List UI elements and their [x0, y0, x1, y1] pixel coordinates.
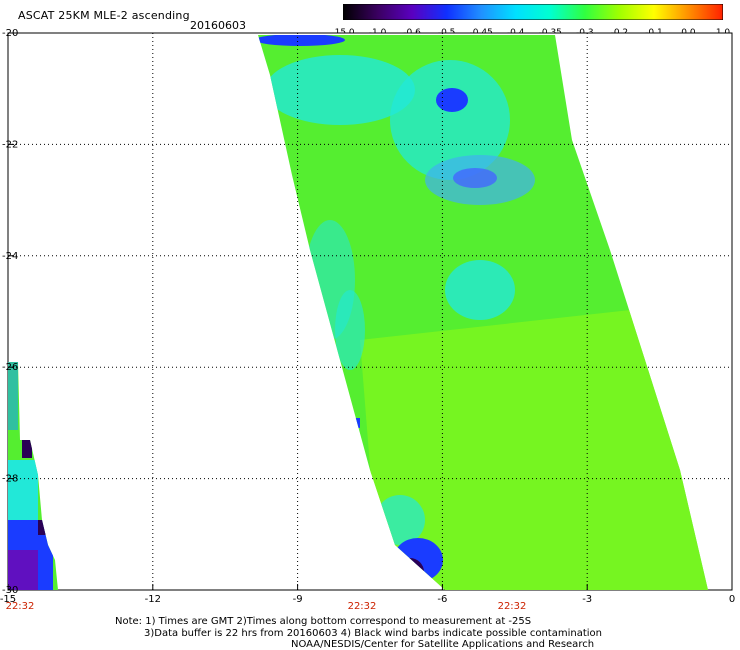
blue-patch [453, 168, 497, 188]
cyan-patch [265, 55, 415, 125]
blue-patch [436, 88, 468, 112]
cyan-patch [390, 60, 510, 180]
time-label: 22:32 [498, 601, 527, 612]
x-tick-label: -9 [293, 594, 303, 605]
footnote-line-1: Note: 1) Times are GMT 2)Times along bot… [115, 616, 532, 627]
map-title: ASCAT 25KM MLE-2 ascending [18, 9, 190, 22]
x-tick-label: -3 [582, 594, 592, 605]
time-label: 22:32 [6, 601, 35, 612]
y-tick-label: -28 [2, 474, 18, 485]
y-tick-label: -20 [2, 28, 18, 39]
y-tick-label: -30 [2, 585, 18, 596]
blue-patch [258, 35, 345, 46]
y-tick-label: -22 [2, 139, 18, 150]
y-tick-label: -26 [2, 362, 18, 373]
cyan-patch [445, 260, 515, 320]
swath-light-region [360, 300, 708, 590]
left-purple-patch [8, 550, 38, 590]
left-cyan-strip [8, 362, 18, 430]
time-label: 22:32 [348, 601, 377, 612]
footnote-line-2: 3)Data buffer is 22 hrs from 20160603 4)… [144, 628, 602, 639]
footnote-credit: NOAA/NESDIS/Center for Satellite Applica… [291, 639, 595, 650]
left-cyan-patch [8, 460, 38, 520]
cyan-edge [335, 290, 365, 370]
colorbar [343, 4, 723, 20]
x-tick-label: 0 [729, 594, 735, 605]
x-tick-label: -15 [0, 594, 16, 605]
x-tick-label: -12 [145, 594, 161, 605]
colorbar-gradient [343, 4, 723, 20]
map-date: 20160603 [190, 19, 246, 32]
y-tick-label: -24 [2, 251, 18, 262]
x-tick-label: -6 [437, 594, 447, 605]
left-dark-pixel [22, 438, 32, 458]
